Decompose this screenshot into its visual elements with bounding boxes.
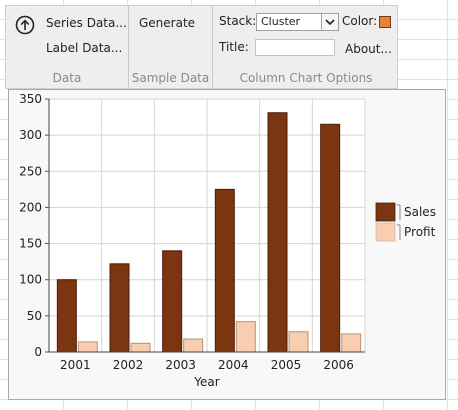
legend-swatch-profit	[375, 222, 396, 242]
x-tick-label: 2001	[60, 358, 91, 372]
y-tick-label: 0	[34, 345, 42, 359]
stack-select[interactable]: Cluster	[256, 13, 339, 31]
arrow-up-circle-icon[interactable]	[15, 15, 35, 35]
column-chart: 0 50 100 150 200 250 300 350 2001 2002 2003 2004 200…	[19, 92, 436, 389]
legend-swatch-sales	[375, 202, 396, 222]
bar-sales-2001	[56, 279, 77, 353]
ribbon: Series Data... Label Data... Data Genera…	[5, 5, 398, 89]
legend-label-profit: Profit	[404, 225, 436, 239]
stack-label: Stack:	[219, 14, 257, 28]
color-swatch-button[interactable]	[379, 16, 391, 28]
bar-profit-2002	[130, 342, 151, 353]
title-label: Title:	[219, 40, 249, 54]
chevron-down-icon[interactable]	[321, 14, 338, 30]
y-tick-label: 350	[19, 92, 42, 106]
data-group-label: Data	[52, 71, 82, 85]
bar-profit-2003	[183, 338, 204, 353]
sample-data-group-label: Sample Data	[131, 71, 210, 85]
bar-profit-2001	[77, 341, 98, 353]
series-data-button[interactable]: Series Data...	[46, 16, 127, 30]
ribbon-group-column-chart-options: Column Chart Options	[213, 6, 399, 88]
chart-area: 0 50 100 150 200 250 300 350 2001 2002 2003 2004 200…	[8, 89, 446, 400]
y-tick-label: 50	[27, 309, 42, 323]
x-axis-label: Year	[193, 375, 219, 389]
x-tick-label: 2002	[113, 358, 144, 372]
legend-label-sales: Sales	[404, 205, 436, 219]
bar-sales-2004	[214, 188, 235, 353]
generate-button[interactable]: Generate	[139, 16, 196, 30]
stack-select-value: Cluster	[261, 15, 301, 28]
x-tick-label: 2006	[323, 358, 354, 372]
x-tick-label: 2004	[218, 358, 249, 372]
bar-profit-2004	[235, 321, 256, 353]
color-label: Color:	[342, 14, 378, 28]
bar-sales-2002	[109, 263, 130, 353]
bar-sales-2003	[162, 250, 183, 353]
chart-options-group-label: Column Chart Options	[239, 71, 373, 85]
y-tick-label: 200	[19, 200, 42, 214]
y-tick-label: 100	[19, 273, 42, 287]
bar-profit-2006	[341, 333, 362, 353]
ribbon-group-sample-data: Generate Sample Data	[129, 6, 213, 88]
x-tick-label: 2003	[165, 358, 196, 372]
label-data-button[interactable]: Label Data...	[46, 41, 123, 55]
y-tick-label: 250	[19, 164, 42, 178]
title-input[interactable]	[255, 39, 335, 56]
ribbon-group-data: Series Data... Label Data... Data	[6, 6, 129, 88]
x-tick-label: 2005	[271, 358, 302, 372]
y-tick-label: 150	[19, 237, 42, 251]
bar-sales-2005	[267, 112, 288, 353]
about-button[interactable]: About...	[345, 42, 392, 56]
bar-profit-2005	[288, 331, 309, 353]
bar-sales-2006	[320, 123, 341, 353]
y-tick-label: 300	[19, 128, 42, 142]
